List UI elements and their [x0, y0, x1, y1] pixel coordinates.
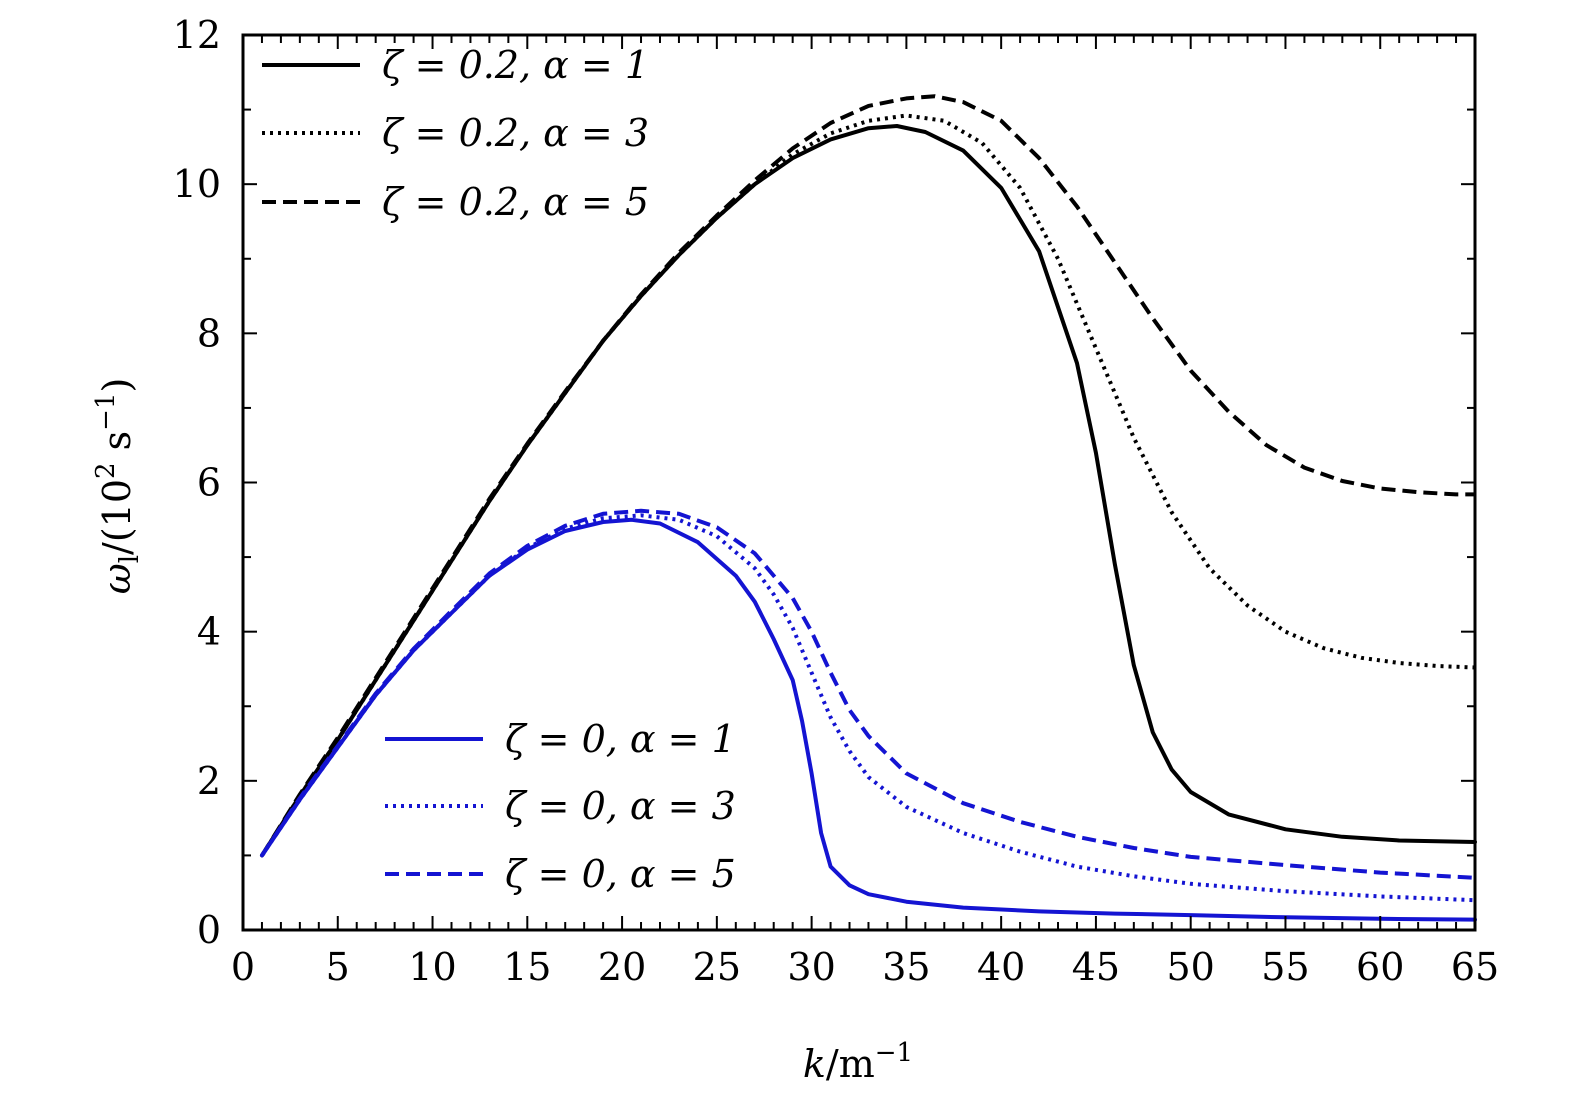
series-line-3 [260, 94, 1475, 857]
axes: 0 5 10 15 20 25 30 35 40 45 50 55 60 65 0 2 4 6 8 10 12 [173, 13, 1500, 989]
y-tick-label: 8 [197, 311, 221, 355]
x-tick-label: 50 [1167, 945, 1215, 989]
series-line-4 [260, 517, 1477, 922]
y-axis-title: ωl/(102 s−1) [91, 378, 145, 595]
series-line-2 [260, 113, 1476, 857]
legends: ζ = 0.2, α = 1 ζ = 0.2, α = 3 ζ = 0.2, α =… [262, 43, 736, 896]
x-tick-label: 35 [882, 945, 930, 989]
legend-label: ζ = 0.2, α = 5 [382, 180, 649, 224]
legend-label: ζ = 0.2, α = 3 [382, 111, 649, 155]
y-tick-label: 12 [173, 13, 221, 57]
y-tick-label: 4 [197, 610, 221, 654]
series-line-1 [260, 124, 1477, 858]
x-tick-label: 20 [598, 945, 646, 989]
x-tick-label: 60 [1356, 945, 1404, 989]
x-tick-label: 45 [1072, 945, 1120, 989]
x-tick-label: 10 [408, 945, 456, 989]
x-tick-label: 40 [977, 945, 1025, 989]
legend-label: ζ = 0.2, α = 1 [382, 43, 649, 87]
x-tick-label: 15 [503, 945, 551, 989]
x-tick-label: 65 [1451, 945, 1499, 989]
y-tick-label: 6 [197, 461, 221, 505]
x-tick-label: 25 [693, 945, 741, 989]
x-tick-label: 0 [231, 945, 255, 989]
legend-label: ζ = 0, α = 1 [505, 717, 736, 761]
x-tick-label: 5 [326, 945, 350, 989]
legend-label: ζ = 0, α = 3 [505, 784, 736, 828]
series-line-6 [260, 508, 1476, 880]
x-axis-title: k/m−1 [803, 1038, 913, 1086]
y-tick-label: 2 [197, 759, 221, 803]
x-tick-label: 55 [1261, 945, 1309, 989]
legend-label: ζ = 0, α = 5 [505, 852, 736, 896]
plot-frame [241, 33, 1477, 932]
series-line-5 [260, 513, 1476, 903]
plot-area [260, 94, 1477, 922]
y-tick-label: 10 [173, 162, 221, 206]
y-tick-label: 0 [197, 908, 221, 952]
x-tick-label: 30 [787, 945, 835, 989]
